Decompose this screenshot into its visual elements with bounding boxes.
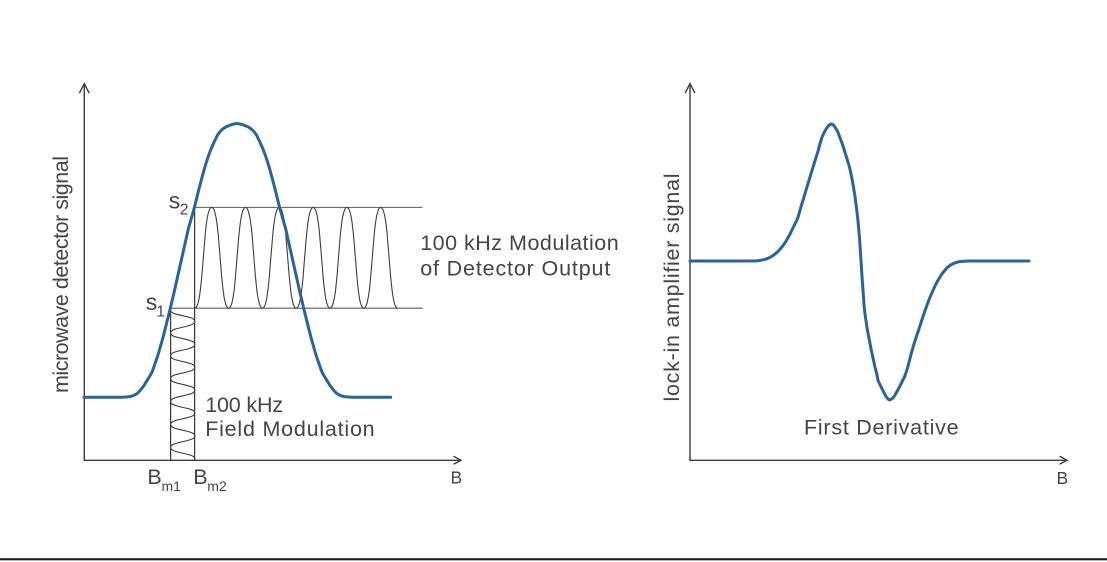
svg-text:B: B [147,465,161,489]
svg-text:100 kHz: 100 kHz [205,393,283,417]
svg-text:microwave detector signal: microwave detector signal [49,156,73,393]
svg-text:B: B [193,465,207,489]
svg-text:First Derivative: First Derivative [804,416,959,440]
svg-text:Field Modulation: Field Modulation [205,417,375,441]
svg-text:s: s [169,187,181,213]
svg-text:m1: m1 [162,478,182,494]
svg-text:2: 2 [180,202,189,219]
svg-text:B: B [1057,468,1069,488]
svg-text:B: B [451,468,463,488]
svg-text:lock-in amplifier signal: lock-in amplifier signal [660,173,684,402]
svg-text:m2: m2 [207,478,227,494]
svg-text:of Detector Output: of Detector Output [420,257,611,281]
svg-text:1: 1 [156,303,165,320]
svg-text:s: s [146,289,158,315]
svg-text:100 kHz Modulation: 100 kHz Modulation [420,231,619,255]
